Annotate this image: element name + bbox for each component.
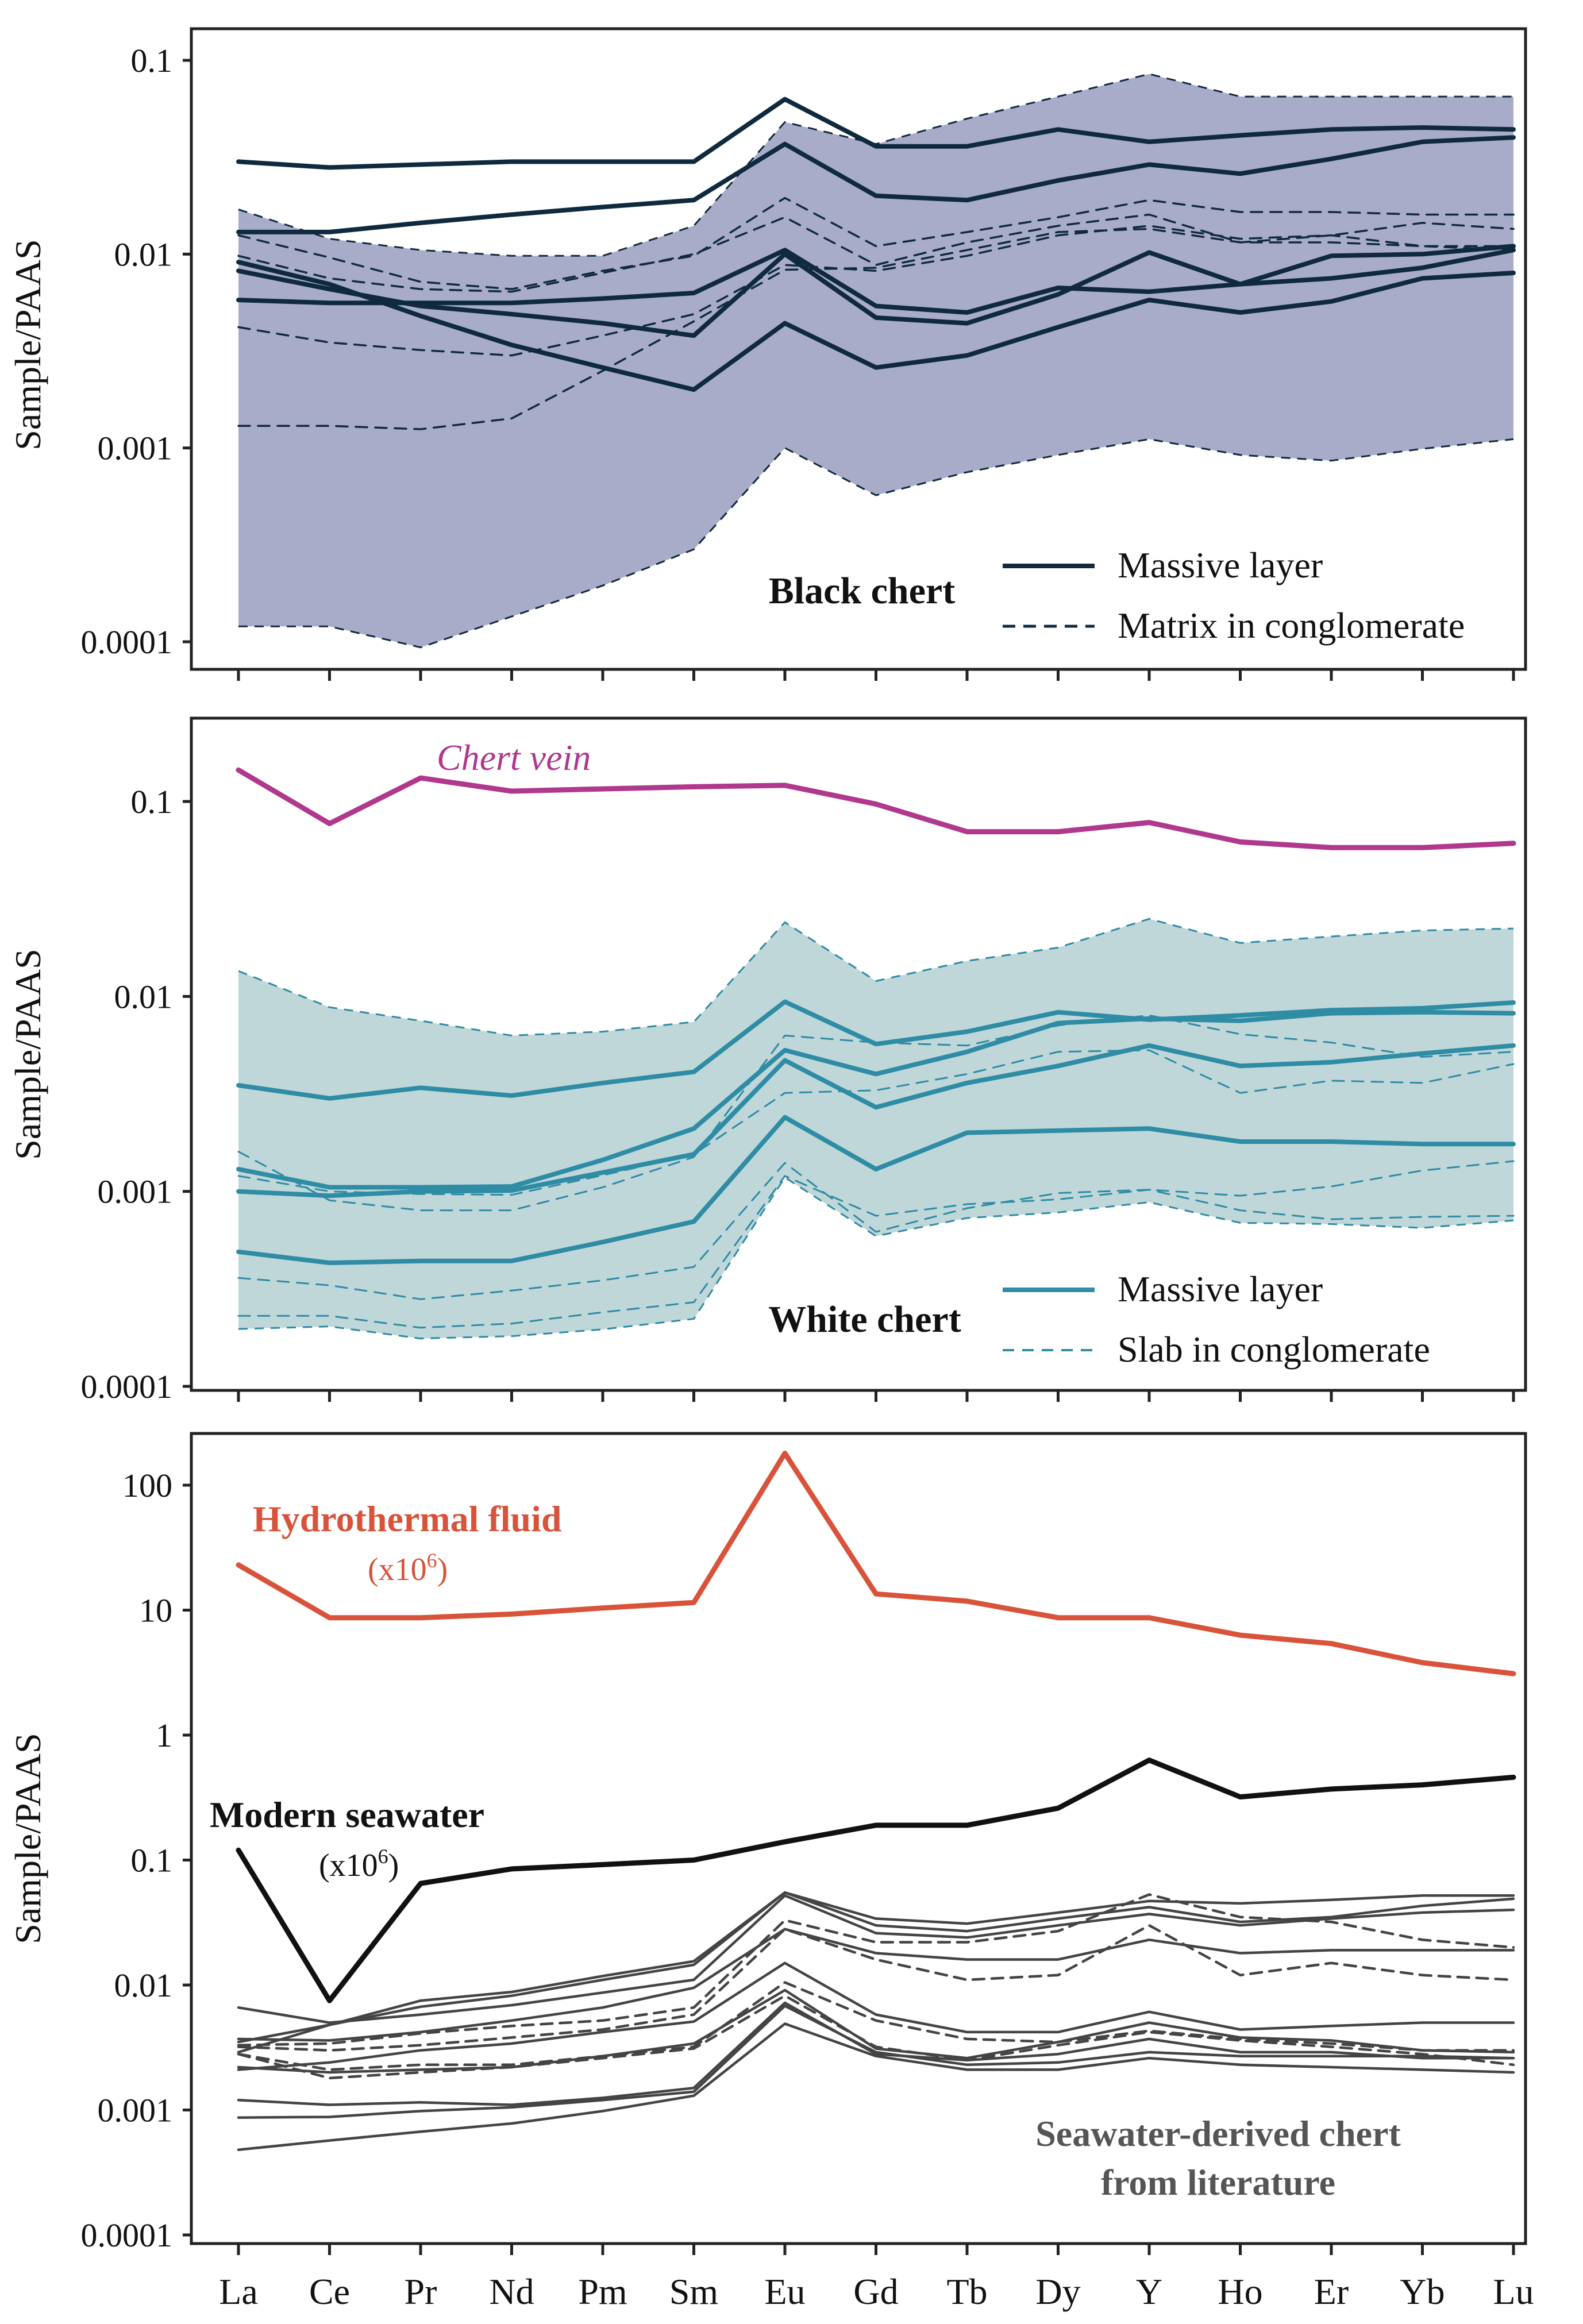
black-chert-ylabel: Sample/PAAS (7, 239, 48, 450)
xtick-label-dy: Dy (1035, 2271, 1080, 2312)
ytick-label: 100 (122, 1467, 172, 1504)
seawater-scale-close: ) (388, 1848, 399, 1883)
xtick-label-la: La (219, 2271, 258, 2312)
seawater-scale-exponent: 6 (378, 1845, 388, 1868)
ytick-label: 0.001 (98, 1173, 173, 1211)
ytick-label: 0.01 (114, 1967, 173, 2004)
ytick-label: 0.001 (98, 2092, 173, 2129)
legend-white-massive-label: Massive layer (1118, 1269, 1323, 1309)
chert-vein-label: Chert vein (437, 737, 591, 778)
series-matrix-in-conglomerate-5 (237, 196, 1515, 290)
seawater-scale-text: (x10 (319, 1848, 378, 1883)
seawater-scale: (x106) (319, 1845, 399, 1883)
series-slab-in-conglomerate-5 (237, 1014, 1515, 1212)
series-seawater-derived-chert-5 (237, 1928, 1515, 2042)
series-massive-layer-3 (236, 1043, 1516, 1198)
white-chert-frame (190, 716, 1527, 1392)
seawater-label: Modern seawater (210, 1794, 484, 1835)
series-seawater-derived-chert-7 (237, 1988, 1515, 2074)
xtick-label-sm: Sm (669, 2271, 718, 2312)
ytick-label: 0.1 (131, 783, 173, 820)
series-slab-in-conglomerate-6 (237, 1049, 1515, 1196)
series-seawater-derived-chert-9 (237, 2005, 1515, 2119)
series-massive-layer-1 (236, 135, 1516, 234)
series-seawater-derived-chert-2 (237, 1891, 1515, 2044)
hydro-scale-close: ) (437, 1552, 448, 1587)
hydro-scale-text: (x10 (368, 1552, 427, 1587)
xtick-label-yb: Yb (1400, 2271, 1445, 2312)
series-seawater-derived-chert-11 (237, 1893, 1515, 2046)
xtick-label-y: Y (1136, 2271, 1162, 2312)
xtick-label-nd: Nd (489, 2271, 534, 2312)
xtick-label-ho: Ho (1218, 2271, 1262, 2312)
reference-ylabel: Sample/PAAS (7, 1733, 48, 1944)
series-matrix-in-conglomerate-7 (237, 225, 1515, 357)
ytick-label: 0.0001 (81, 1368, 173, 1405)
series-matrix-in-conglomerate-8 (237, 228, 1515, 430)
ytick-label: 1 (156, 1717, 172, 1754)
envelope-band (238, 919, 1513, 1339)
hydro-label: Hydrothermal fluid (253, 1498, 562, 1539)
reference-frame (190, 1432, 1527, 2245)
xtick-label-eu: Eu (764, 2271, 805, 2312)
series-massive-layer-4 (236, 260, 1516, 392)
series-matrix-in-conglomerate-6 (237, 213, 1515, 293)
series-seawater-derived-chert-10 (237, 2022, 1515, 2152)
series-massive-layer-4 (236, 1115, 1516, 1265)
envelope-lower (238, 1176, 1514, 1340)
legend-massive-label: Massive layer (1118, 545, 1323, 585)
xtick-label-gd: Gd (853, 2271, 898, 2312)
series-massive-layer-1 (236, 999, 1516, 1101)
ytick-label: 0.01 (114, 978, 173, 1015)
literature-label-2: from literature (1101, 2162, 1335, 2203)
envelope-lower (238, 438, 1514, 649)
black-chert-frame (190, 27, 1527, 671)
series-slab-in-conglomerate-8 (237, 1175, 1515, 1329)
ytick-label: 0.001 (98, 430, 173, 467)
legend-matrix-label: Matrix in conglomerate (1118, 605, 1465, 646)
ytick-label: 10 (139, 1592, 172, 1629)
series-massive-layer-2 (236, 1009, 1516, 1190)
xtick-label-lu: Lu (1493, 2271, 1534, 2312)
series-massive-layer-3 (236, 244, 1516, 338)
series-seawater-derived-chert-4 (237, 1894, 1515, 2024)
series-seawater-derived-chert-8 (237, 2001, 1515, 2106)
series-hydrothermal-fluid-0 (236, 1451, 1516, 1676)
white-chert-panel: 0.1 0.01 0.001 0.0001 Sample/PAAS Chert vei… (7, 716, 1527, 1405)
ytick-label: 0.1 (131, 42, 173, 79)
xtick-label-ce: Ce (309, 2271, 350, 2312)
ytick-label: 0.0001 (81, 2217, 173, 2254)
series-chert-vein-0 (236, 767, 1516, 850)
legend-slab-label: Slab in conglomerate (1118, 1329, 1430, 1370)
ytick-label: 0.0001 (81, 623, 173, 661)
series-seawater-derived-chert-12 (237, 1924, 1515, 2052)
literature-label-1: Seawater-derived chert (1035, 2113, 1401, 2154)
xtick-label-pm: Pm (578, 2271, 627, 2312)
series-massive-layer-2 (236, 248, 1516, 315)
series-massive-layer-0 (236, 97, 1516, 170)
white-chert-ylabel: Sample/PAAS (7, 949, 48, 1160)
reference-panel: 100 10 1 0.1 0.01 0.001 0.0001 Sample/PAAS Hyd… (7, 1432, 1527, 2255)
white-chert-label: White chert (768, 1298, 961, 1340)
series-seawater-derived-chert-3 (237, 1891, 1515, 2054)
ytick-label: 0.01 (114, 236, 173, 273)
series-seawater-derived-chert-6 (237, 1961, 1515, 2071)
series-modern-seawater-1 (236, 1758, 1516, 2003)
hydro-scale-exponent: 6 (427, 1549, 437, 1572)
envelope-upper (238, 918, 1514, 1036)
series-slab-in-conglomerate-7 (237, 1160, 1515, 1300)
series-seawater-derived-chert-13 (237, 1981, 1515, 2071)
black-chert-label: Black chert (769, 570, 955, 612)
ytick-label: 0.1 (131, 1842, 173, 1879)
hydro-scale: (x106) (368, 1549, 448, 1587)
xtick-label-er: Er (1314, 2271, 1349, 2312)
xtick-label-pr: Pr (405, 2271, 437, 2312)
xtick-label-tb: Tb (946, 2271, 987, 2312)
black-chert-panel: 0.1 0.01 0.001 0.0001 Sample/PAAS Black che… (7, 27, 1527, 681)
series-seawater-derived-chert-14 (237, 1994, 1515, 2080)
envelope-band (238, 74, 1513, 648)
